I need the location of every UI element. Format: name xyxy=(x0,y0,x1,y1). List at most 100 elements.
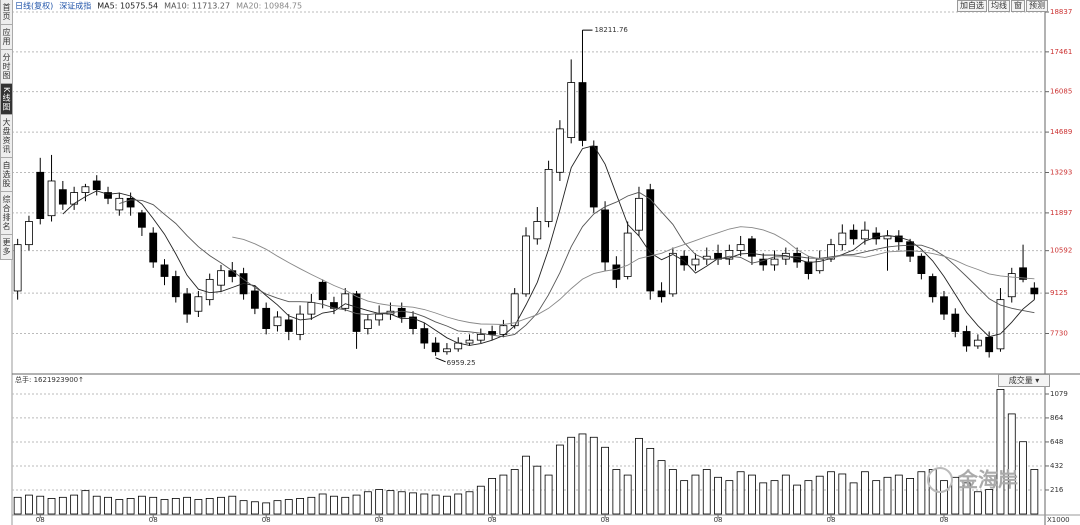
volume-bar xyxy=(296,498,304,515)
annotation-leader xyxy=(435,357,446,363)
sidebar-tab[interactable]: 首页 xyxy=(0,0,13,25)
candle-body xyxy=(296,313,304,335)
volume-bar xyxy=(183,496,192,515)
candle-body xyxy=(928,276,937,298)
watermark-icon xyxy=(927,467,953,493)
volume-bar xyxy=(115,499,124,515)
volume-bar xyxy=(273,500,282,515)
ma-line xyxy=(232,226,1035,325)
candle-body xyxy=(849,229,858,240)
volume-bar xyxy=(397,491,406,515)
volume-bar xyxy=(499,474,508,515)
sidebar-tab[interactable]: 大盘资讯 xyxy=(0,115,13,159)
volume-bar xyxy=(476,485,485,515)
candle-body xyxy=(691,258,700,266)
x-tick-label: 08 xyxy=(262,516,271,524)
y-tick-label: 17461 xyxy=(1050,48,1072,56)
volume-bar xyxy=(770,480,779,515)
candle-body xyxy=(228,270,237,277)
volume-bar xyxy=(646,447,655,515)
candle-body xyxy=(601,209,609,263)
volume-bar xyxy=(239,500,248,515)
volume-bar xyxy=(996,389,1005,515)
candle-body xyxy=(307,302,316,315)
sidebar-tab[interactable]: 自选股 xyxy=(0,158,13,193)
volume-bar xyxy=(906,478,914,515)
candle-body xyxy=(262,307,271,329)
candle-body xyxy=(273,316,282,327)
candle-body xyxy=(81,186,90,193)
volume-bar xyxy=(81,490,90,515)
candle-body xyxy=(1030,287,1039,295)
watermark: 金海岸 xyxy=(957,468,1018,492)
volume-label: 总手: 1621923900↑ xyxy=(15,375,84,384)
candle-body xyxy=(883,235,892,240)
volume-bar xyxy=(171,498,180,515)
candle-body xyxy=(149,232,158,263)
volume-bar xyxy=(894,474,903,515)
volume-bar xyxy=(352,494,361,515)
volume-bar xyxy=(92,495,101,515)
volume-bar xyxy=(714,476,722,515)
candle-body xyxy=(894,235,903,243)
sidebar-tab[interactable]: K线图 xyxy=(0,84,13,116)
volume-bar xyxy=(341,496,350,515)
candle-body xyxy=(985,336,994,353)
volume-bar xyxy=(985,489,994,515)
candle-body xyxy=(375,313,384,321)
volume-bar xyxy=(917,471,926,515)
annotation: 6959.25 xyxy=(447,359,476,367)
y-tick-label: 7730 xyxy=(1050,330,1068,338)
candle-body xyxy=(578,82,587,141)
legend-label: MA5: 10575.54 xyxy=(97,2,158,11)
sidebar-tab[interactable]: 更多 xyxy=(0,235,13,261)
sidebar-tab[interactable]: 综合排名 xyxy=(0,192,13,236)
volume-bar xyxy=(284,499,293,515)
volume-bar xyxy=(510,469,519,515)
volume-bar xyxy=(522,455,530,515)
volume-bar xyxy=(138,495,146,515)
candle-body xyxy=(522,235,530,295)
volume-bar xyxy=(635,437,643,515)
candle-body xyxy=(973,339,982,347)
volume-bar xyxy=(589,436,598,515)
volume-bar xyxy=(1030,469,1039,515)
volume-bar xyxy=(149,496,158,515)
x-tick-label: 08 xyxy=(149,516,158,524)
volume-bar xyxy=(431,494,440,515)
candle-body xyxy=(555,128,564,173)
sidebar-tab[interactable]: 分时图 xyxy=(0,50,13,84)
candle-body xyxy=(567,82,576,138)
indicator-select[interactable]: 成交量 ▾ xyxy=(998,374,1050,387)
volume-bar xyxy=(126,498,135,515)
candle-body xyxy=(13,244,22,292)
volume-bar xyxy=(363,491,372,515)
volume-bar xyxy=(330,495,338,515)
volume-bar xyxy=(443,495,451,515)
x-tick-label: 08 xyxy=(714,516,723,524)
toolbar-button[interactable]: 加自选 xyxy=(957,0,987,12)
candle-body xyxy=(589,145,598,208)
volume-bar xyxy=(58,496,67,515)
volume-bar xyxy=(454,493,463,515)
volume-bar xyxy=(1019,441,1027,515)
candle-body xyxy=(171,276,180,298)
toolbar-button[interactable]: 预测 xyxy=(1026,0,1048,12)
volume-bar xyxy=(748,474,756,515)
volume-bar xyxy=(375,489,384,515)
toolbar-button[interactable]: 均线 xyxy=(988,0,1010,12)
volume-bar xyxy=(262,502,271,515)
candle-body xyxy=(872,232,881,240)
volume-bar xyxy=(318,493,327,515)
sidebar-tab[interactable]: 应用 xyxy=(0,25,13,50)
toolbar-button[interactable]: 窗 xyxy=(1011,0,1025,12)
candle-body xyxy=(431,342,440,353)
unit-label: X1000 xyxy=(1047,516,1070,524)
candle-body xyxy=(725,250,734,260)
candle-body xyxy=(160,264,169,277)
volume-bar xyxy=(555,444,564,515)
volume-bar xyxy=(804,480,813,515)
header-text: 深证成指 xyxy=(59,1,91,11)
volume-bar xyxy=(228,495,237,515)
